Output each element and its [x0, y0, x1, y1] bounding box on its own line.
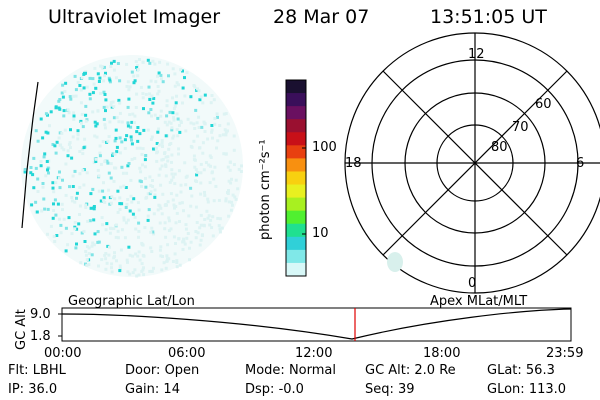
colorbar-segment — [286, 184, 306, 199]
colorbar-segment — [286, 93, 306, 107]
info-filter: Flt: LBHL — [8, 363, 66, 378]
colorbar-segment — [286, 132, 306, 146]
colorbar-segment — [286, 106, 306, 120]
orbit-right-title: Apex MLat/MLT — [430, 294, 528, 309]
lat-label-70: 70 — [512, 120, 529, 135]
colorbar-segment — [286, 262, 306, 277]
lat-label-80: 80 — [491, 140, 508, 155]
colorbar-segment — [286, 210, 306, 225]
date-label: 28 Mar 07 — [273, 6, 370, 28]
orbit-y-tick-low: 1.8 — [30, 329, 51, 344]
info-seq: Seq: 39 — [365, 382, 415, 397]
polar-emission-spot — [387, 252, 403, 272]
orbit-y-tick-high: 9.0 — [30, 307, 51, 322]
orbit-y-axis-label: GC Alt — [14, 309, 29, 350]
colorbar-segment — [286, 119, 306, 133]
colorbar-segment — [286, 158, 306, 172]
colorbar-segment — [286, 249, 306, 264]
info-gc-alt: GC Alt: 2.0 Re — [365, 363, 456, 378]
info-mode: Mode: Normal — [245, 363, 336, 378]
orbit-left-title: Geographic Lat/Lon — [68, 294, 195, 309]
info-glon: GLon: 113.0 — [487, 382, 567, 397]
emission-speckles — [23, 58, 243, 278]
orbit-altitude-panel — [58, 307, 572, 342]
time-label: 13:51:05 UT — [430, 6, 547, 28]
orbit-x-tick-2359: 23:59 — [546, 346, 584, 361]
mlt-label-0: 0 — [468, 276, 477, 291]
info-gain: Gain: 14 — [125, 382, 180, 397]
orbit-x-tick-0000: 00:00 — [44, 346, 82, 361]
info-dsp: Dsp: -0.0 — [245, 382, 304, 397]
lat-label-60: 60 — [535, 97, 552, 112]
mlt-label-6: 6 — [576, 156, 585, 171]
colorbar-tick-100: 100 — [312, 140, 337, 155]
info-glat: GLat: 56.3 — [487, 363, 555, 378]
polar-plot — [344, 32, 600, 294]
colorbar-segment — [286, 145, 306, 159]
orbit-x-tick-1200: 12:00 — [295, 346, 333, 361]
info-ip: IP: 36.0 — [8, 382, 58, 397]
color-scale-bar — [285, 79, 307, 277]
altitude-curve — [61, 308, 572, 340]
earth-limb-line — [21, 81, 39, 229]
uv-image — [21, 55, 243, 278]
colorbar-unit-label: photon cm⁻²s⁻¹ — [258, 139, 273, 240]
colorbar-tick-10: 10 — [312, 226, 329, 241]
instrument-title: Ultraviolet Imager — [48, 6, 221, 28]
info-door: Door: Open — [125, 363, 200, 378]
mlt-label-12: 12 — [468, 47, 485, 62]
orbit-x-tick-0600: 06:00 — [168, 346, 206, 361]
mlt-label-18: 18 — [345, 156, 362, 171]
colorbar-segment — [286, 197, 306, 212]
colorbar-segment — [286, 223, 306, 238]
colorbar-segment — [286, 171, 306, 186]
colorbar-segment — [286, 236, 306, 251]
colorbar-segment — [286, 80, 306, 94]
orbit-x-tick-1800: 18:00 — [423, 346, 461, 361]
